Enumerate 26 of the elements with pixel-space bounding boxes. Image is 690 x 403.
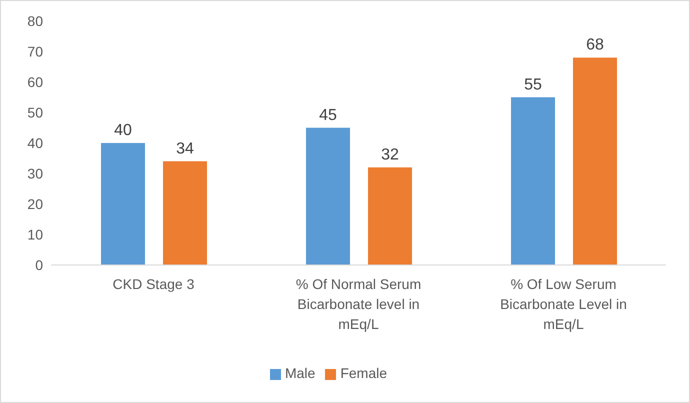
bar [573, 58, 617, 265]
y-tick-label: 30 [27, 165, 44, 182]
data-label: 45 [319, 106, 337, 124]
bar [163, 161, 207, 265]
data-label: 68 [586, 36, 604, 54]
y-tick-label: 40 [27, 134, 44, 151]
x-tick-label: CKD Stage 3 [112, 276, 195, 292]
y-tick-label: 60 [27, 74, 44, 90]
legend-label: Female [340, 365, 388, 381]
y-tick-label: 50 [27, 104, 44, 120]
data-label: 55 [524, 76, 542, 94]
x-tick-label: % Of Low Serum Bicarbonate Level in mEq/L [500, 276, 627, 332]
bar [368, 167, 412, 265]
data-label: 40 [114, 122, 132, 139]
y-tick-label: 80 [27, 12, 44, 29]
bar [306, 128, 350, 265]
legend-label: Male [284, 365, 316, 381]
bar [511, 97, 555, 265]
y-tick-label: 10 [27, 226, 44, 242]
x-tick-label: % Of Normal Serum Bicarbonate level in mEq/L [296, 276, 422, 332]
data-label: 34 [176, 140, 194, 158]
bar [101, 143, 145, 265]
y-tick-label: 70 [27, 43, 44, 60]
y-tick-label: 0 [35, 256, 44, 273]
y-tick-label: 20 [27, 196, 44, 212]
data-label: 32 [381, 146, 399, 164]
